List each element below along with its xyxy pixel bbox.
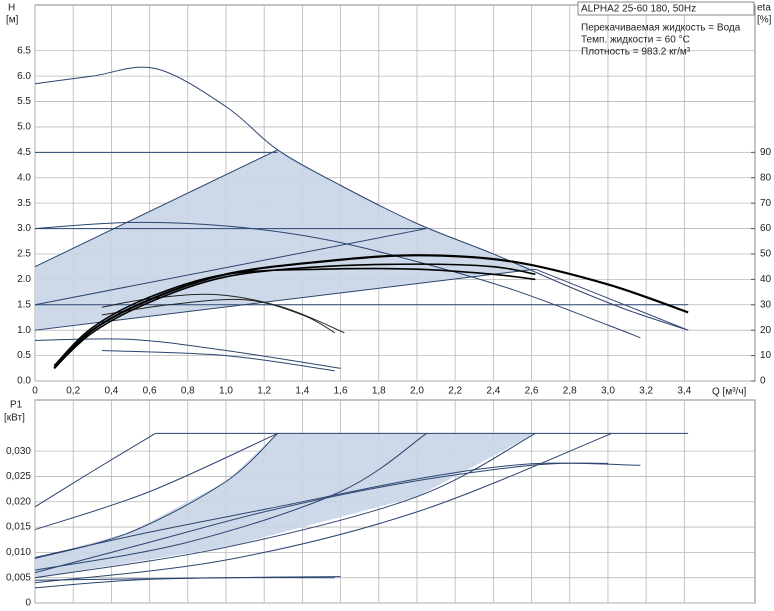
x-tick-label: 3,4 xyxy=(677,386,691,397)
y2-tick-label: 0 xyxy=(760,376,766,387)
y2-axis-unit: [%] xyxy=(757,15,772,26)
x-tick-label: 0,8 xyxy=(181,386,195,397)
curve xyxy=(101,298,336,334)
curve xyxy=(34,268,536,331)
y-tick-label: 5.0 xyxy=(17,122,31,133)
y-tick-label: 2.5 xyxy=(17,249,31,260)
y-tick-label: 1.5 xyxy=(17,299,31,310)
y2-tick-label: 60 xyxy=(760,223,772,234)
curve xyxy=(34,432,612,584)
x-tick-label: 2,0 xyxy=(410,386,424,397)
y-tick-label: 0,005 xyxy=(6,572,31,583)
curve xyxy=(34,462,608,574)
y-axis-label: H xyxy=(8,3,15,14)
curve xyxy=(34,462,641,558)
y2-tick-label: 70 xyxy=(760,198,772,209)
x-tick-label: 0,4 xyxy=(104,386,118,397)
x-tick-label: 0,6 xyxy=(143,386,157,397)
y-tick-label: 0 xyxy=(25,598,31,609)
y-tick-label: 3.5 xyxy=(17,198,31,209)
curve xyxy=(34,66,689,331)
y-tick-label: 4.0 xyxy=(17,172,31,183)
y-tick-label: 0,010 xyxy=(6,547,31,558)
y2-tick-label: 90 xyxy=(760,147,772,158)
x-tick-label: 3,2 xyxy=(639,386,653,397)
y-tick-label: 5.5 xyxy=(17,96,31,107)
curve xyxy=(53,267,536,367)
x-tick-label: 1,0 xyxy=(219,386,233,397)
y-tick-label: 2.0 xyxy=(17,274,31,285)
x-tick-label: 2,8 xyxy=(563,386,577,397)
curve xyxy=(34,432,427,571)
x-tick-label: 2,4 xyxy=(486,386,500,397)
y-tick-label: 0,025 xyxy=(6,471,31,482)
curve xyxy=(535,268,689,331)
annotation: Темп. жидкости = 60 °C xyxy=(581,35,690,46)
y-tick-label: 0,020 xyxy=(6,496,31,507)
y2-tick-label: 20 xyxy=(760,325,772,336)
y2-tick-label: 30 xyxy=(760,299,772,310)
title-box xyxy=(577,1,755,16)
curve xyxy=(34,149,278,268)
y2-tick-label: 80 xyxy=(760,172,772,183)
x-tick-label: 2,6 xyxy=(525,386,539,397)
x-tick-label: 1,6 xyxy=(334,386,348,397)
y2-axis-label: eta xyxy=(757,3,771,14)
y-tick-label: 0.5 xyxy=(17,350,31,361)
annotation: Плотность = 983.2 кг/м³ xyxy=(581,47,691,58)
y-tick-label: 6.5 xyxy=(17,45,31,56)
x-tick-label: 0,2 xyxy=(66,386,80,397)
y-tick-label: 4.5 xyxy=(17,147,31,158)
curve xyxy=(34,432,536,579)
curve xyxy=(34,432,156,508)
y-tick-label: 0,030 xyxy=(6,446,31,457)
curve xyxy=(34,577,335,581)
operating-area xyxy=(35,149,536,331)
y-tick-label: 0,015 xyxy=(6,522,31,533)
x-tick-label: 0 xyxy=(32,386,38,397)
curve xyxy=(34,228,427,306)
plot-area xyxy=(34,4,756,382)
x-tick-label: 3,0 xyxy=(601,386,615,397)
curve xyxy=(101,350,335,372)
curve xyxy=(34,432,278,531)
y-tick-label: 3.0 xyxy=(17,223,31,234)
x-tick-label: 1,8 xyxy=(372,386,386,397)
y-axis-unit: [м] xyxy=(6,15,19,26)
y2-tick-label: 10 xyxy=(760,350,772,361)
x-tick-label: 2,2 xyxy=(448,386,462,397)
y-tick-label: 0.0 xyxy=(17,376,31,387)
y2-tick-label: 40 xyxy=(760,274,772,285)
y-tick-label: 1.0 xyxy=(17,325,31,336)
x-tick-label: 1,4 xyxy=(295,386,309,397)
curve xyxy=(53,254,689,370)
annotation: Перекачиваемая жидкость = Вода xyxy=(581,23,741,34)
y2-tick-label: 50 xyxy=(760,249,772,260)
y-axis-label: P1 xyxy=(10,400,23,411)
y-axis-unit: [кВт] xyxy=(4,413,25,424)
chart-title: ALPHA2 25-60 180, 50Hz xyxy=(581,4,696,15)
y-tick-label: 6.0 xyxy=(17,71,31,82)
x-axis-label: Q [м³/ч] xyxy=(712,387,747,398)
curve xyxy=(101,293,345,334)
curve xyxy=(34,221,641,339)
x-tick-label: 1,2 xyxy=(257,386,271,397)
